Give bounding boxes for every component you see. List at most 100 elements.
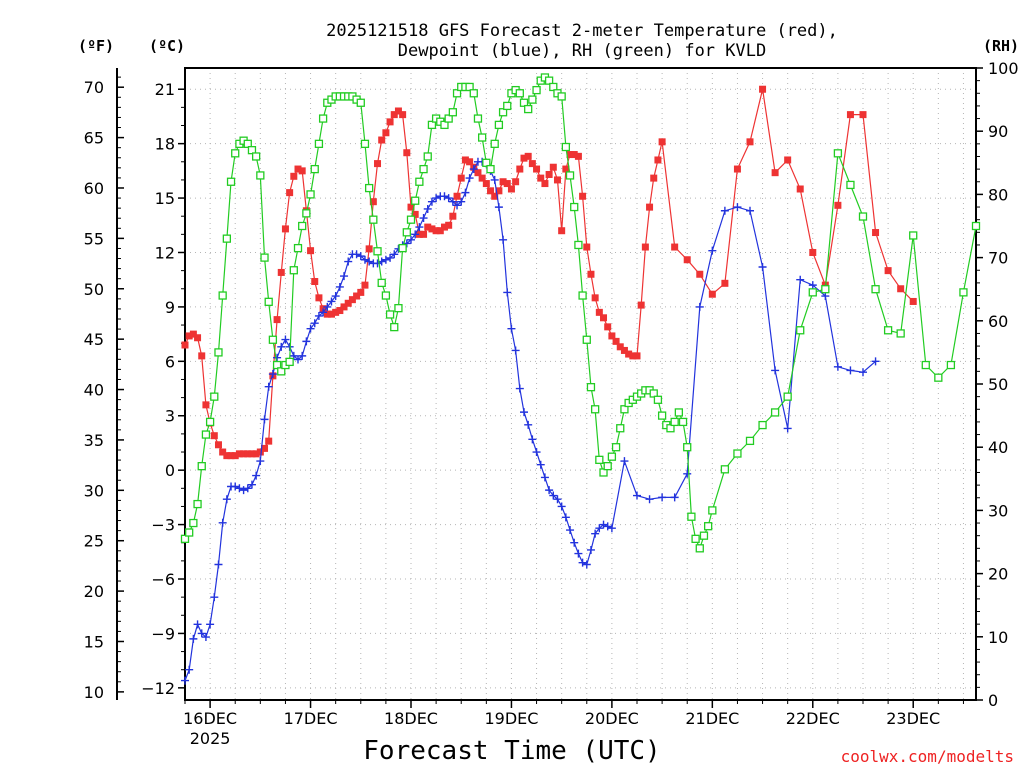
temperature-point — [545, 170, 553, 178]
rh-tick-label: 70 — [988, 249, 1008, 268]
temperature-point — [646, 203, 654, 211]
temperature-point — [897, 285, 905, 293]
rh-point — [226, 177, 236, 186]
celsius-tick-label: 0 — [165, 461, 175, 480]
rh-point — [473, 114, 483, 123]
dewpoint-point — [289, 351, 298, 360]
temperature-point — [612, 337, 620, 345]
temperature-point — [432, 227, 440, 235]
temperature-point — [307, 247, 315, 255]
temperature-point — [181, 341, 189, 349]
rh-point — [620, 405, 629, 414]
rh-point — [657, 411, 667, 420]
temperature-point — [332, 308, 340, 316]
celsius-tick-label: −3 — [151, 516, 175, 535]
dewpoint-point — [181, 676, 189, 685]
celsius-tick-label: −12 — [141, 679, 175, 698]
rh-point — [364, 183, 374, 193]
dewpoint-point — [314, 311, 323, 320]
dewpoint-point — [808, 281, 817, 290]
temperature-point — [294, 165, 302, 173]
rh-point — [268, 335, 278, 344]
rh-point — [256, 171, 265, 180]
dewpoint-point — [758, 262, 767, 271]
dewpoint-point — [411, 230, 420, 239]
temperature-point — [746, 138, 754, 146]
x-tick-label: 18DEC — [384, 709, 438, 728]
temperature-point — [771, 169, 779, 177]
temperature-point — [466, 158, 474, 166]
dewpoint-point — [490, 175, 499, 184]
temperature-point — [641, 243, 649, 251]
dewpoint-point — [373, 259, 382, 268]
rh-point — [419, 164, 428, 174]
temperature-point — [277, 268, 285, 276]
dewpoint-point — [695, 302, 704, 311]
rh-point — [821, 285, 830, 294]
temperature-point — [252, 450, 260, 458]
dewpoint-point — [340, 272, 349, 281]
dewpoint-point — [273, 353, 282, 362]
rh-point — [934, 373, 943, 382]
temperature-point — [390, 111, 398, 119]
temperature-point — [587, 270, 595, 278]
temperature-point — [194, 334, 202, 342]
rh-point — [285, 357, 294, 367]
dewpoint-point — [243, 484, 252, 493]
dewpoint-point — [231, 482, 240, 491]
rh-point — [373, 247, 382, 256]
dewpoint-point — [210, 593, 219, 602]
rh-point — [243, 139, 252, 148]
temperature-point — [654, 156, 662, 164]
dewpoint-point — [658, 493, 667, 502]
temperature-point — [235, 450, 243, 458]
x-axis-label: Forecast Time (UTC) — [363, 736, 660, 766]
rh-tick-label: 0 — [988, 691, 998, 710]
x-tick-label: 21DEC — [685, 709, 739, 728]
rh-point — [720, 465, 730, 474]
rh-point — [260, 253, 269, 262]
dewpoint-point — [733, 203, 742, 212]
temperature-point — [482, 180, 490, 188]
x-tick-label: 23DEC — [886, 709, 940, 728]
temperature-point — [436, 227, 444, 235]
x-tick-label: 16DEC — [183, 709, 237, 728]
dewpoint-point — [407, 235, 415, 244]
temperature-point — [227, 452, 235, 460]
rh-point — [318, 114, 328, 123]
rh-point — [214, 348, 223, 357]
dewpoint-point — [540, 473, 549, 482]
temperature-point — [478, 174, 486, 182]
dewpoint-point — [528, 435, 537, 444]
rh-point — [578, 291, 587, 300]
temperature-point — [516, 165, 524, 173]
temperature-point — [625, 350, 633, 358]
dewpoint-point — [415, 223, 424, 232]
rh-point — [611, 443, 621, 452]
rh-point — [277, 367, 286, 376]
dewpoint-point — [499, 235, 508, 244]
rh-point — [758, 420, 767, 430]
temperature-point — [311, 278, 319, 286]
celsius-tick-label: 18 — [155, 135, 175, 154]
rh-point — [251, 152, 261, 161]
temperature-point — [378, 136, 386, 144]
rh-point — [201, 430, 211, 439]
rh-point — [871, 285, 880, 294]
temperature-point — [562, 165, 570, 173]
rh-point — [616, 424, 625, 433]
temperature-point — [420, 230, 428, 238]
dewpoint-point — [360, 255, 369, 264]
temperature-point — [872, 229, 880, 237]
x-tick-label: 20DEC — [585, 709, 639, 728]
fahrenheit-tick-label: 25 — [84, 532, 104, 551]
dewpoint-point — [549, 491, 558, 500]
rh-point — [946, 360, 956, 370]
temperature-point — [244, 450, 252, 458]
rh-point — [590, 405, 600, 414]
rh-point — [360, 139, 370, 148]
temperature-point — [248, 450, 256, 458]
temperature-point — [574, 152, 582, 160]
celsius-tick-label: 9 — [165, 298, 175, 317]
temperature-point — [671, 243, 679, 251]
